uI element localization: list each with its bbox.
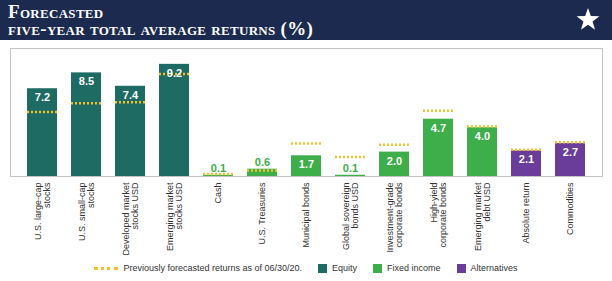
html-text:Equity: Equity (332, 263, 357, 273)
html-text:five-year total average return: five-year total average returns (%) (8, 18, 314, 39)
html-text:Alternatives: Alternatives (470, 263, 518, 273)
svg-text:U.S. small-capstocks: U.S. small-capstocks (77, 182, 96, 241)
svg-text:Commodities: Commodities (565, 182, 575, 235)
svg-text:Developed marketstocks USD: Developed marketstocks USD (121, 182, 140, 256)
svg-text:1.7: 1.7 (299, 158, 314, 170)
svg-text:Investment-gradecorporate bond: Investment-gradecorporate bonds (385, 182, 404, 253)
svg-text:U.S. large-capstocks: U.S. large-capstocks (33, 182, 52, 240)
svg-text:Emerging marketstocks USD: Emerging marketstocks USD (165, 182, 184, 251)
svg-text:7.2: 7.2 (35, 91, 50, 103)
svg-text:2.1: 2.1 (519, 153, 534, 165)
svg-text:Emerging marketdebt USD: Emerging marketdebt USD (473, 182, 492, 251)
html-text:Fixed income: Fixed income (387, 263, 441, 273)
svg-text:9.2: 9.2 (167, 67, 182, 79)
svg-text:Municipal bonds: Municipal bonds (301, 182, 311, 248)
svg-text:4.0: 4.0 (475, 130, 490, 142)
svg-text:0.1: 0.1 (343, 162, 358, 174)
svg-text:U.S. Treasuries: U.S. Treasuries (257, 182, 267, 245)
svg-text:0.1: 0.1 (211, 162, 226, 174)
svg-text:Absolute return: Absolute return (521, 183, 531, 244)
svg-text:Global sovereignbonds USD: Global sovereignbonds USD (341, 182, 360, 250)
svg-text:8.5: 8.5 (79, 75, 94, 87)
svg-text:4.7: 4.7 (431, 122, 446, 134)
svg-text:High-yieldcorporate bonds: High-yieldcorporate bonds (429, 182, 448, 248)
svg-text:0.6: 0.6 (255, 156, 270, 168)
svg-text:2.7: 2.7 (563, 146, 578, 158)
html-text:Forecasted: Forecasted (8, 1, 104, 22)
html-text:Previously forecasted returns: Previously forecasted returns as of 06/3… (123, 263, 302, 273)
svg-text:Cash: Cash (213, 183, 223, 204)
svg-text:7.4: 7.4 (123, 89, 139, 101)
svg-text:2.0: 2.0 (387, 155, 402, 167)
